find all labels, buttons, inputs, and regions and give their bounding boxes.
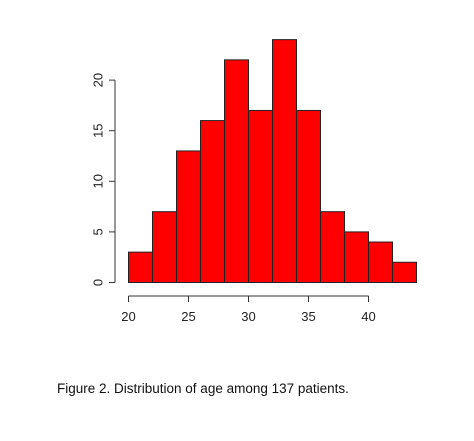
histogram-bar-0 — [128, 251, 153, 283]
x-tick-label-40: 40 — [361, 309, 375, 324]
y-tick-label-5: 5 — [90, 228, 105, 235]
histogram-bar-6 — [272, 39, 297, 284]
histogram-bar-11 — [392, 261, 417, 284]
y-tick-label-20: 20 — [90, 73, 105, 87]
histogram-bar-3 — [200, 120, 225, 283]
y-tick-label-0: 0 — [90, 279, 105, 286]
x-tick-label-35: 35 — [301, 309, 315, 324]
histogram-bar-10 — [368, 241, 393, 284]
figure-caption: Figure 2. Distribution of age among 137 … — [57, 381, 349, 396]
y-tick-label-15: 15 — [90, 123, 105, 137]
x-axis: 20 25 30 35 40 — [121, 295, 376, 324]
x-tick-label-25: 25 — [181, 309, 195, 324]
histogram-bar-4 — [224, 59, 249, 283]
y-tick-label-10: 10 — [90, 174, 105, 188]
x-tick-label-20: 20 — [121, 309, 135, 324]
histogram-bar-8 — [320, 211, 345, 283]
x-tick-label-30: 30 — [241, 309, 255, 324]
histogram-bar-9 — [344, 231, 369, 283]
histogram-bar-7 — [296, 109, 321, 283]
histogram-bars — [128, 39, 417, 284]
histogram-bar-5 — [248, 109, 273, 283]
histogram-bar-2 — [176, 150, 201, 283]
histogram-bar-1 — [152, 211, 177, 283]
y-axis: 0 5 10 15 20 — [90, 73, 116, 286]
